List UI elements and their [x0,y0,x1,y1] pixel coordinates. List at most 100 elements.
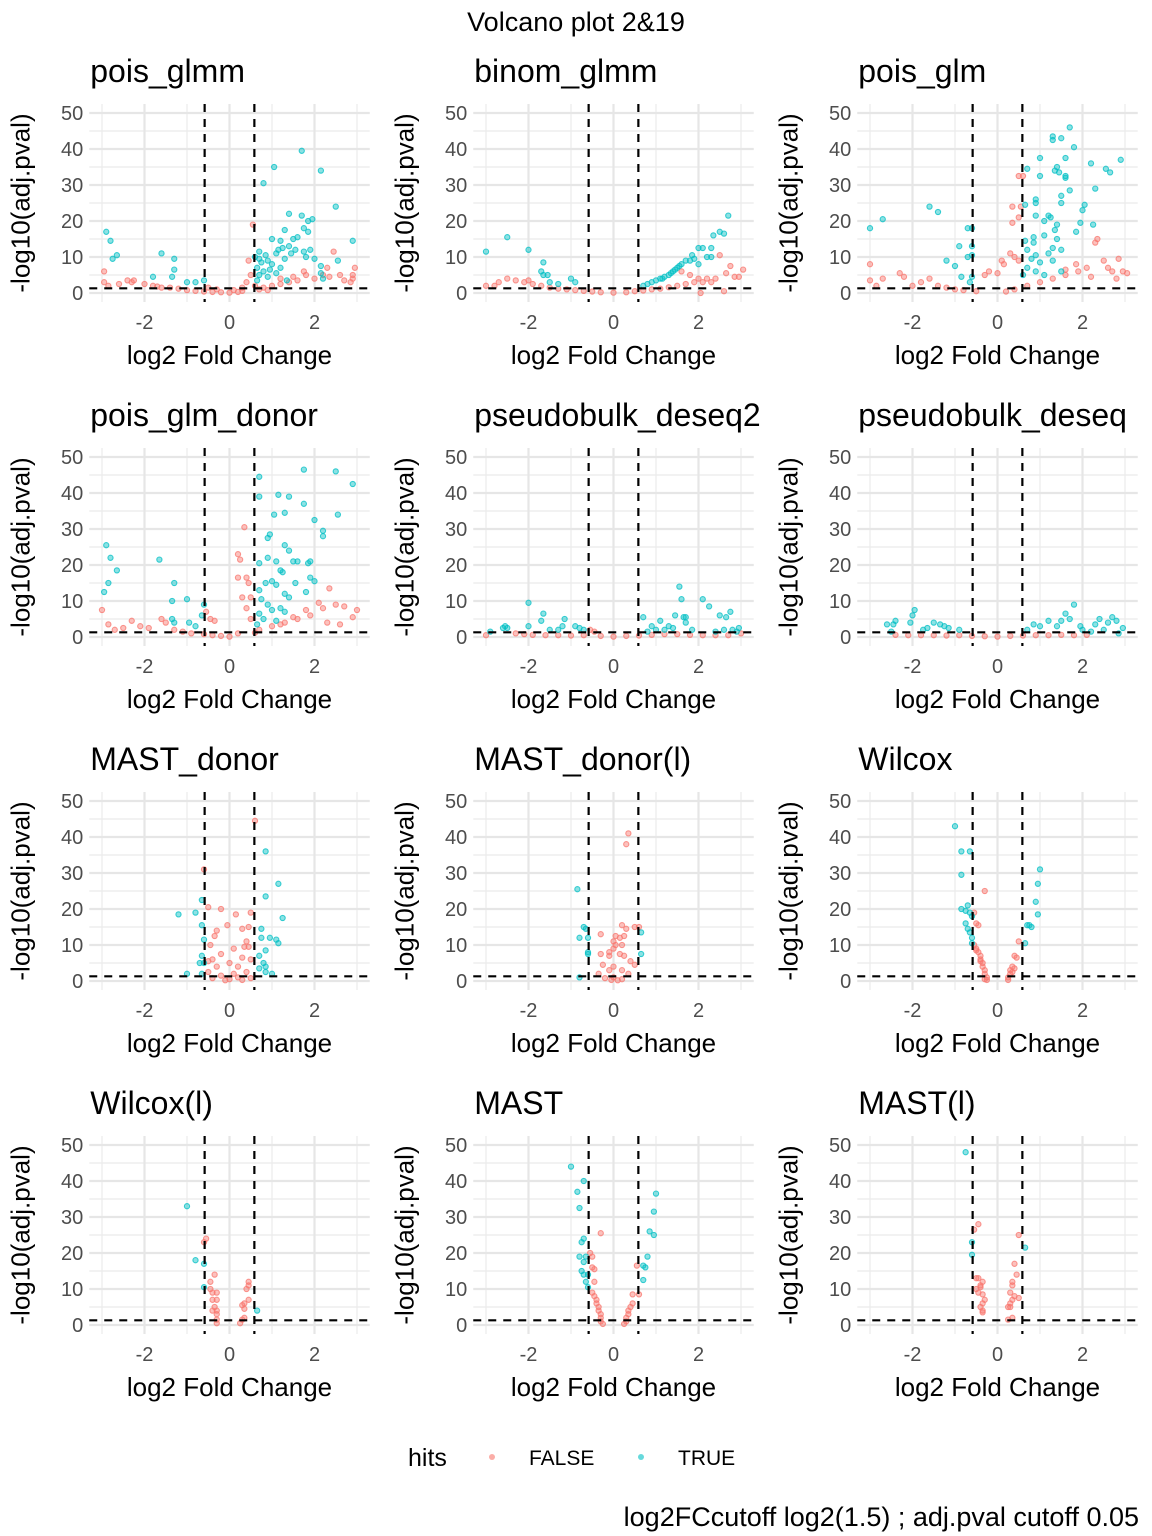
point-false [727,262,734,270]
x-tick-label: 0 [992,312,1003,334]
point-true [262,968,269,976]
point-false [349,275,356,282]
point-true [1089,221,1097,228]
point-true [892,617,899,624]
point-true [504,624,511,632]
point-false [217,289,225,296]
point-true [256,560,263,567]
point-false [1013,1271,1020,1278]
y-axis-title: -log10(adj.pval) [389,1145,419,1324]
point-false [245,1296,252,1303]
panel-title: binom_glmm [474,53,657,89]
point-false [1015,214,1022,221]
point-false [682,280,689,288]
point-true [285,210,293,217]
y-tick-label: 40 [829,827,851,849]
panel-wilcox: 0 10 20 30 40 50 -2 0 2 log2 Fold Change -log10(ad… [773,741,1138,1058]
point-true [281,255,288,262]
x-axis-title: log2 Fold Change [127,1028,332,1058]
panel-title: pseudobulk_deseq [858,397,1127,433]
point-true [270,511,278,518]
point-true [1087,160,1095,167]
y-tick-label: 20 [61,899,83,921]
point-false [1007,250,1014,257]
point-false [1075,268,1082,275]
point-false [241,1305,248,1312]
point-true [710,232,717,239]
point-false [100,268,108,275]
point-true [311,255,318,262]
point-true [1045,617,1052,624]
y-tick-label: 0 [840,283,851,305]
point-true [277,605,284,612]
point-true [504,234,511,241]
point-false [981,271,988,279]
panel-title: MAST(l) [858,1085,975,1121]
legend-key-false [489,1454,495,1460]
point-true [292,579,299,587]
point-true [671,266,679,273]
point-true [1092,185,1099,192]
point-false [98,606,106,614]
point-true [671,612,679,619]
point-false [542,632,549,639]
y-tick-label: 50 [445,103,467,125]
point-false [1100,257,1107,264]
y-tick-label: 20 [445,1243,467,1265]
point-false [610,289,617,296]
point-true [158,250,165,257]
point-false [245,579,252,587]
point-false [224,922,231,929]
point-false [981,633,988,640]
point-true [317,270,325,277]
y-tick-label: 30 [829,863,851,885]
y-tick-label: 10 [445,935,467,957]
y-axis-title: -log10(adj.pval) [773,457,803,636]
point-true [1028,255,1035,262]
panel-title: Wilcox(l) [90,1085,213,1121]
point-false [243,968,250,976]
point-false [324,619,331,626]
point-true [107,237,114,244]
point-true [185,619,193,626]
x-tick-label: 0 [992,1344,1003,1366]
point-true [287,250,295,257]
y-tick-label: 30 [445,863,467,885]
point-false [1009,203,1016,210]
panel-pseudobulk-deseq2: 0 10 20 30 40 50 -2 0 2 log2 Fold Change -log10(ad… [389,397,760,714]
point-false [226,633,233,640]
point-true [262,579,269,587]
point-false [1011,1260,1018,1267]
point-false [128,617,135,624]
point-false [245,943,252,950]
point-false [243,279,250,286]
y-tick-label: 0 [456,1315,467,1337]
point-true [1049,257,1056,264]
point-true [113,252,121,259]
point-true [171,619,178,626]
point-true [584,950,592,958]
point-true [311,578,318,585]
panel-title: MAST_donor [90,741,279,777]
panel-pois-glmm: 0 10 20 30 40 50 -2 0 2 log2 Fold Change -log10(ad… [5,53,370,370]
point-false [230,286,237,294]
y-tick-label: 50 [61,103,83,125]
point-false [1094,235,1101,243]
point-true [253,621,261,628]
x-tick-label: 0 [992,656,1003,678]
point-true [1117,156,1124,163]
point-false [315,599,322,606]
point-true [580,1177,587,1185]
point-true [253,264,261,271]
point-false [264,286,271,294]
point-false [633,1262,641,1269]
point-true [1036,866,1044,873]
point-true [962,920,969,927]
point-true [525,246,532,253]
point-false [977,958,984,965]
point-true [540,259,547,266]
point-true [964,253,971,261]
x-tick-label: 2 [309,1344,320,1366]
x-tick-label: 0 [608,656,619,678]
legend-title: hits [408,1444,447,1472]
